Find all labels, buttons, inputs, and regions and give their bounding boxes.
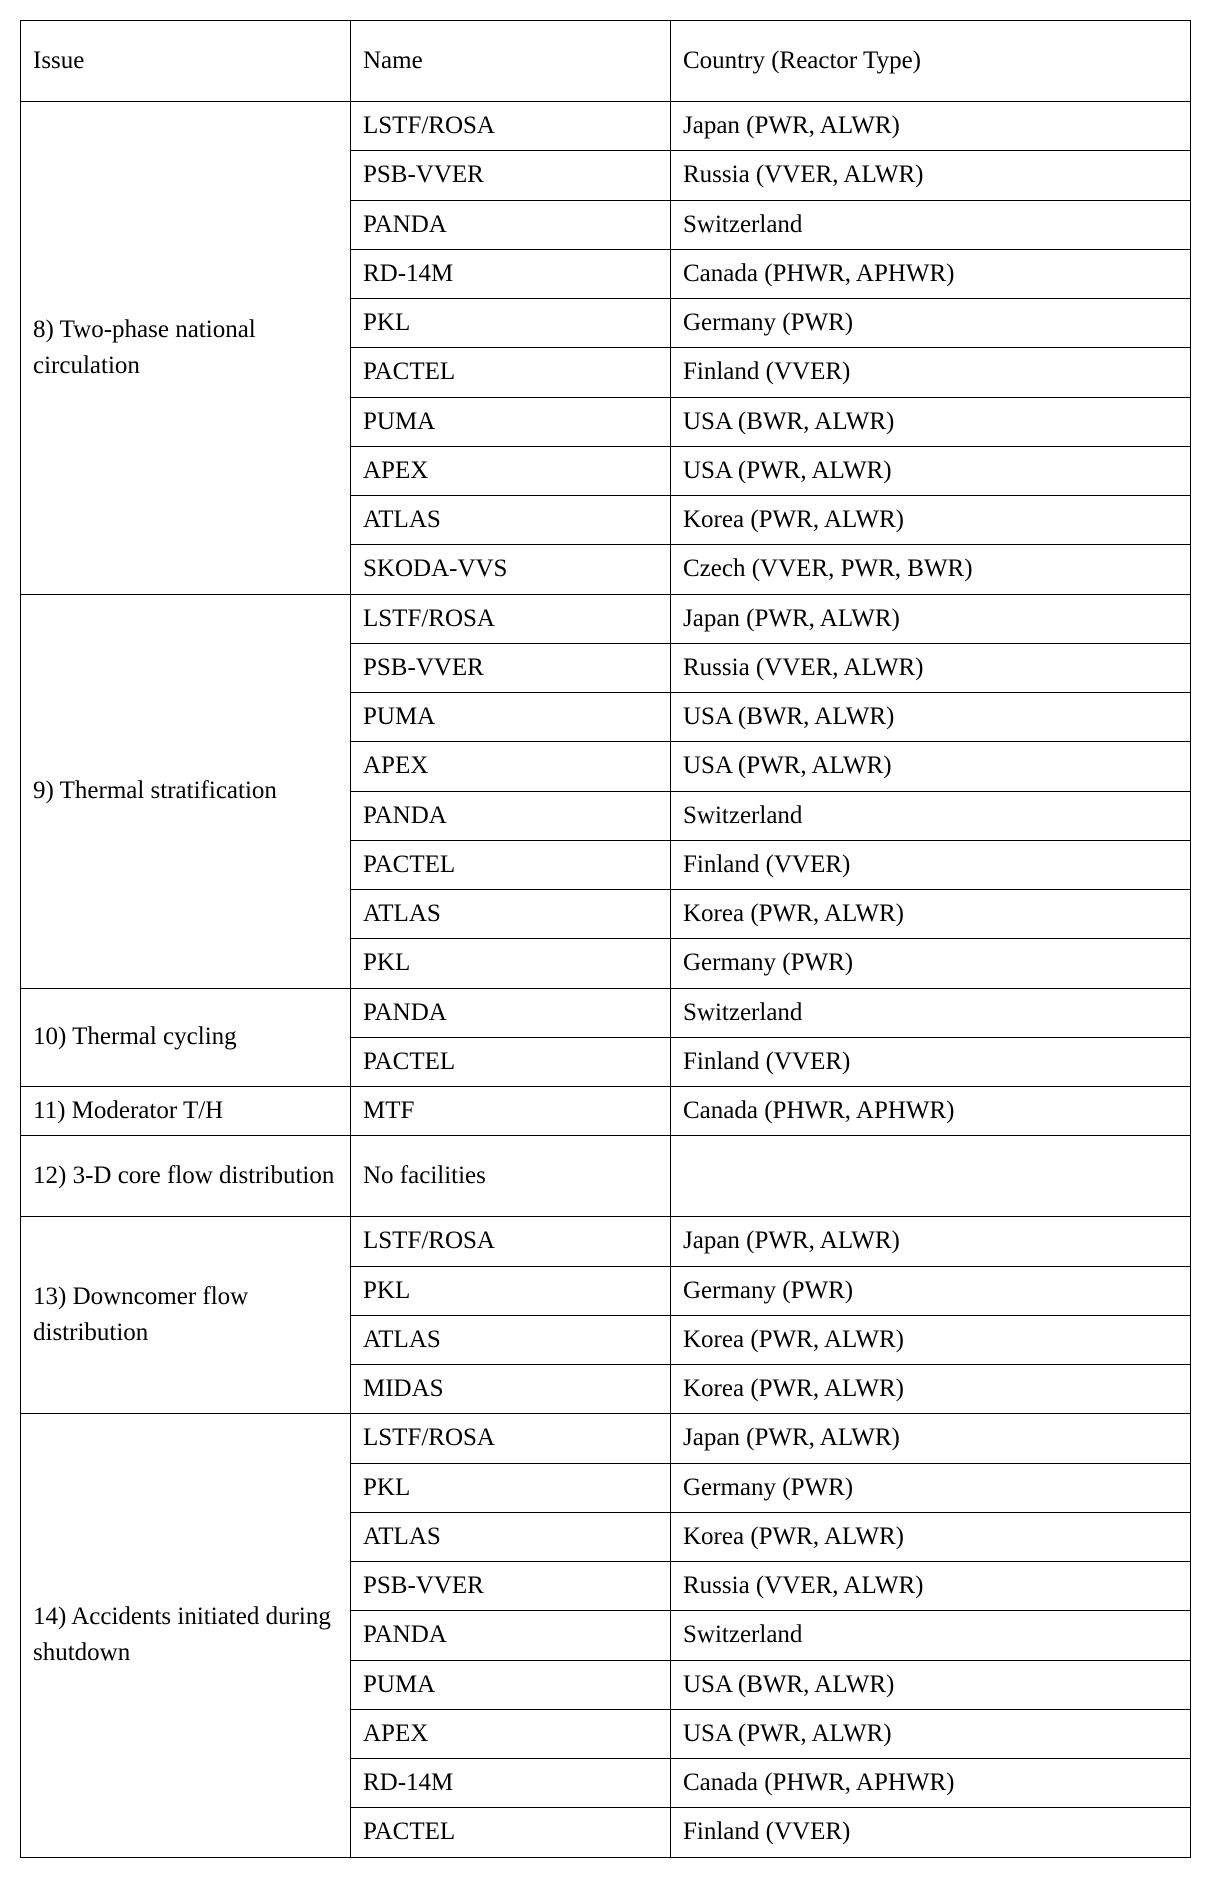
name-cell: LSTF/ROSA: [351, 594, 671, 643]
table-row: 14) Accidents initiated during shutdownL…: [21, 1414, 1191, 1463]
name-cell: SKODA-VVS: [351, 545, 671, 594]
table-row: 9) Thermal stratificationLSTF/ROSAJapan …: [21, 594, 1191, 643]
country-cell: Finland (VVER): [671, 348, 1191, 397]
name-cell: No facilities: [351, 1136, 671, 1217]
table-row: 11) Moderator T/HMTFCanada (PHWR, APHWR): [21, 1087, 1191, 1136]
name-cell: PANDA: [351, 1611, 671, 1660]
country-cell: Korea (PWR, ALWR): [671, 1365, 1191, 1414]
country-cell: [671, 1136, 1191, 1217]
issue-cell: 9) Thermal stratification: [21, 594, 351, 988]
country-cell: Korea (PWR, ALWR): [671, 1315, 1191, 1364]
name-cell: PANDA: [351, 791, 671, 840]
name-cell: PKL: [351, 1463, 671, 1512]
name-cell: PACTEL: [351, 348, 671, 397]
name-cell: ATLAS: [351, 1512, 671, 1561]
table-row: 8) Two-phase national circulationLSTF/RO…: [21, 102, 1191, 151]
name-cell: PACTEL: [351, 840, 671, 889]
name-cell: PSB-VVER: [351, 151, 671, 200]
country-cell: Korea (PWR, ALWR): [671, 496, 1191, 545]
table-row: 10) Thermal cyclingPANDASwitzerland: [21, 988, 1191, 1037]
name-cell: ATLAS: [351, 1315, 671, 1364]
name-cell: PKL: [351, 299, 671, 348]
facilities-table: Issue Name Country (Reactor Type) 8) Two…: [20, 20, 1191, 1858]
name-cell: APEX: [351, 446, 671, 495]
country-cell: USA (BWR, ALWR): [671, 693, 1191, 742]
country-cell: Finland (VVER): [671, 1037, 1191, 1086]
country-cell: Japan (PWR, ALWR): [671, 102, 1191, 151]
country-cell: Japan (PWR, ALWR): [671, 1217, 1191, 1266]
table-row: 13) Downcomer flow distributionLSTF/ROSA…: [21, 1217, 1191, 1266]
country-cell: Japan (PWR, ALWR): [671, 1414, 1191, 1463]
name-cell: PSB-VVER: [351, 1562, 671, 1611]
country-cell: Canada (PHWR, APHWR): [671, 1087, 1191, 1136]
issue-cell: 8) Two-phase national circulation: [21, 102, 351, 595]
country-cell: Finland (VVER): [671, 1808, 1191, 1857]
table-body: Issue Name Country (Reactor Type) 8) Two…: [21, 21, 1191, 1858]
name-cell: RD-14M: [351, 249, 671, 298]
col-header-name: Name: [351, 21, 671, 102]
col-header-country: Country (Reactor Type): [671, 21, 1191, 102]
country-cell: Switzerland: [671, 791, 1191, 840]
name-cell: MTF: [351, 1087, 671, 1136]
country-cell: Germany (PWR): [671, 1463, 1191, 1512]
country-cell: Switzerland: [671, 988, 1191, 1037]
name-cell: PSB-VVER: [351, 643, 671, 692]
name-cell: PUMA: [351, 1660, 671, 1709]
name-cell: PACTEL: [351, 1037, 671, 1086]
name-cell: LSTF/ROSA: [351, 1414, 671, 1463]
country-cell: USA (BWR, ALWR): [671, 1660, 1191, 1709]
country-cell: Korea (PWR, ALWR): [671, 1512, 1191, 1561]
country-cell: Russia (VVER, ALWR): [671, 151, 1191, 200]
name-cell: PACTEL: [351, 1808, 671, 1857]
country-cell: Korea (PWR, ALWR): [671, 890, 1191, 939]
name-cell: RD-14M: [351, 1759, 671, 1808]
issue-cell: 12) 3-D core flow distribution: [21, 1136, 351, 1217]
name-cell: APEX: [351, 1709, 671, 1758]
country-cell: Switzerland: [671, 200, 1191, 249]
name-cell: ATLAS: [351, 496, 671, 545]
country-cell: Czech (VVER, PWR, BWR): [671, 545, 1191, 594]
name-cell: PUMA: [351, 397, 671, 446]
name-cell: LSTF/ROSA: [351, 1217, 671, 1266]
table-header-row: Issue Name Country (Reactor Type): [21, 21, 1191, 102]
country-cell: Switzerland: [671, 1611, 1191, 1660]
name-cell: PUMA: [351, 693, 671, 742]
issue-cell: 11) Moderator T/H: [21, 1087, 351, 1136]
name-cell: PANDA: [351, 200, 671, 249]
table-row: 12) 3-D core flow distributionNo facilit…: [21, 1136, 1191, 1217]
country-cell: Canada (PHWR, APHWR): [671, 1759, 1191, 1808]
country-cell: USA (PWR, ALWR): [671, 1709, 1191, 1758]
country-cell: Russia (VVER, ALWR): [671, 643, 1191, 692]
name-cell: PANDA: [351, 988, 671, 1037]
country-cell: USA (PWR, ALWR): [671, 742, 1191, 791]
country-cell: Russia (VVER, ALWR): [671, 1562, 1191, 1611]
col-header-issue: Issue: [21, 21, 351, 102]
country-cell: Japan (PWR, ALWR): [671, 594, 1191, 643]
facilities-table-wrap: Issue Name Country (Reactor Type) 8) Two…: [20, 20, 1190, 1858]
country-cell: Finland (VVER): [671, 840, 1191, 889]
name-cell: PKL: [351, 939, 671, 988]
country-cell: Germany (PWR): [671, 1266, 1191, 1315]
name-cell: LSTF/ROSA: [351, 102, 671, 151]
name-cell: APEX: [351, 742, 671, 791]
issue-cell: 10) Thermal cycling: [21, 988, 351, 1087]
issue-cell: 13) Downcomer flow distribution: [21, 1217, 351, 1414]
country-cell: USA (PWR, ALWR): [671, 446, 1191, 495]
country-cell: Canada (PHWR, APHWR): [671, 249, 1191, 298]
country-cell: USA (BWR, ALWR): [671, 397, 1191, 446]
country-cell: Germany (PWR): [671, 299, 1191, 348]
name-cell: ATLAS: [351, 890, 671, 939]
issue-cell: 14) Accidents initiated during shutdown: [21, 1414, 351, 1857]
name-cell: MIDAS: [351, 1365, 671, 1414]
country-cell: Germany (PWR): [671, 939, 1191, 988]
name-cell: PKL: [351, 1266, 671, 1315]
